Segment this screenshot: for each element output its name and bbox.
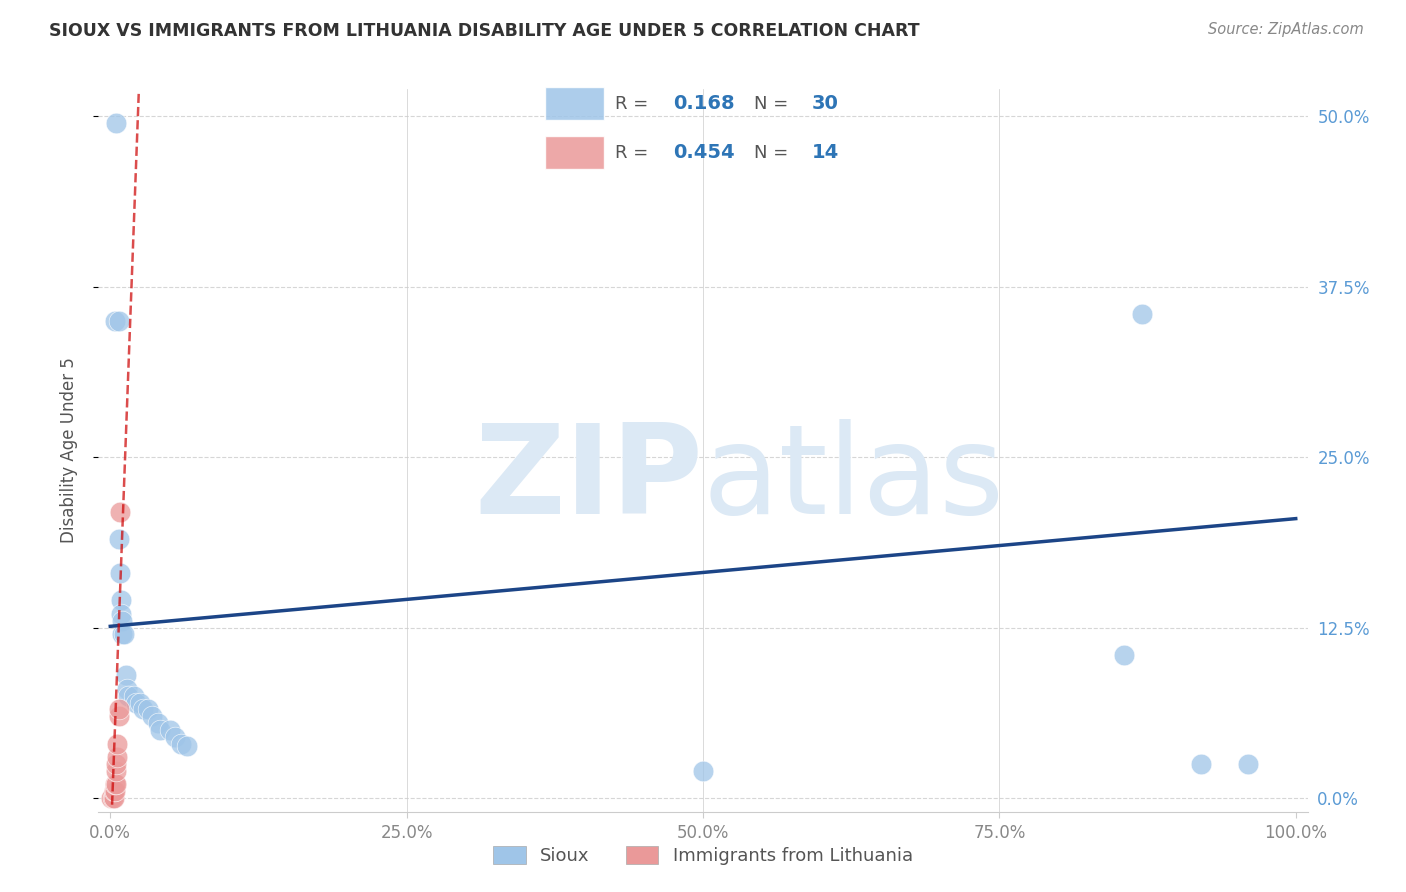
Point: [114, 668, 136, 682]
Text: SIOUX VS IMMIGRANTS FROM LITHUANIA DISABILITY AGE UNDER 5 CORRELATION CHART: SIOUX VS IMMIGRANTS FROM LITHUANIA DISAB…: [49, 22, 920, 40]
Text: Source: ZipAtlas.com: Source: ZipAtlas.com: [1208, 22, 1364, 37]
Point: [107, 709, 129, 723]
Text: 0.454: 0.454: [673, 144, 735, 162]
Point: [170, 737, 193, 751]
Point: [104, 314, 127, 328]
Point: [1112, 648, 1135, 662]
Point: [125, 696, 148, 710]
Point: [105, 757, 128, 772]
Point: [146, 716, 169, 731]
Point: [122, 689, 145, 703]
Point: [107, 702, 129, 716]
Point: [692, 764, 714, 778]
FancyBboxPatch shape: [546, 136, 603, 169]
Point: [149, 723, 172, 737]
Y-axis label: Disability Age Under 5: Disability Age Under 5: [59, 358, 77, 543]
Point: [100, 791, 122, 805]
Point: [105, 777, 128, 791]
Point: [117, 689, 139, 703]
Point: [115, 681, 138, 696]
Text: R =: R =: [614, 144, 654, 161]
Point: [111, 627, 134, 641]
Point: [1189, 757, 1212, 772]
Point: [159, 723, 181, 737]
Point: [110, 607, 132, 621]
Text: ZIP: ZIP: [474, 419, 703, 540]
Point: [132, 702, 155, 716]
Text: 0.168: 0.168: [673, 94, 735, 113]
Text: N =: N =: [754, 95, 793, 112]
Point: [176, 739, 198, 754]
Text: atlas: atlas: [703, 419, 1005, 540]
Point: [103, 784, 125, 798]
Point: [107, 314, 129, 328]
Legend: Sioux, Immigrants from Lithuania: Sioux, Immigrants from Lithuania: [484, 837, 922, 874]
Point: [105, 116, 128, 130]
Point: [107, 532, 129, 546]
Point: [105, 737, 128, 751]
Point: [104, 784, 127, 798]
Point: [165, 730, 187, 744]
FancyBboxPatch shape: [546, 87, 603, 120]
Point: [108, 566, 131, 581]
Point: [105, 750, 128, 764]
Point: [114, 627, 136, 641]
Text: 30: 30: [813, 94, 839, 113]
Point: [1130, 307, 1153, 321]
Text: N =: N =: [754, 144, 793, 161]
Point: [141, 709, 163, 723]
Point: [1237, 757, 1260, 772]
Point: [104, 777, 127, 791]
Point: [101, 791, 124, 805]
Point: [105, 764, 128, 778]
Point: [103, 791, 125, 805]
Point: [129, 696, 152, 710]
Point: [136, 702, 159, 716]
Point: [111, 614, 134, 628]
Text: R =: R =: [614, 95, 654, 112]
Point: [108, 505, 131, 519]
Point: [110, 593, 132, 607]
Text: 14: 14: [813, 144, 839, 162]
